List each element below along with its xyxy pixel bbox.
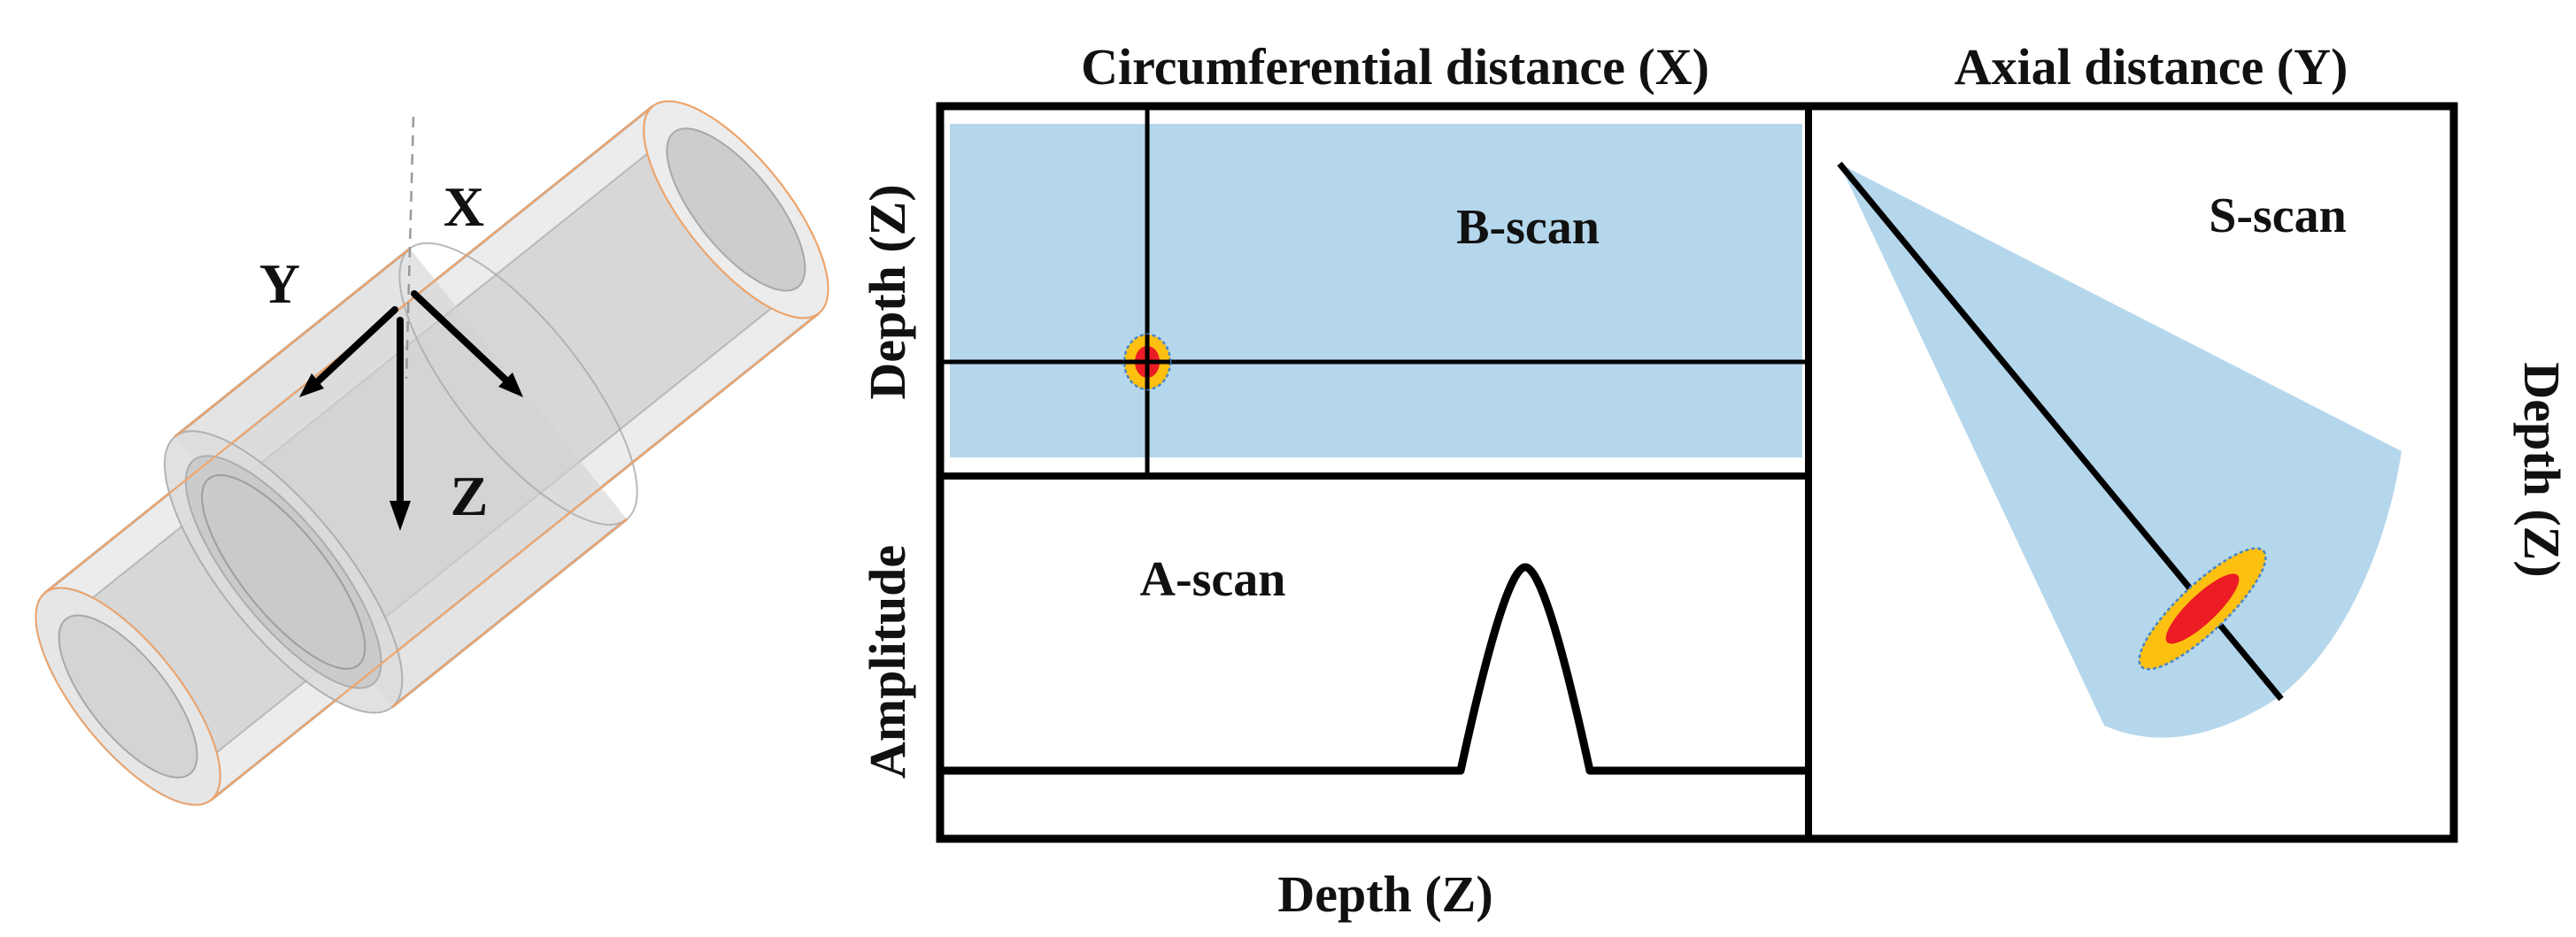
- wireframe-coupling-bottom: [391, 518, 628, 709]
- sscan-right-axis-label: Depth (Z): [2513, 362, 2571, 577]
- pipe-3d-model: X Y Z: [35, 100, 829, 806]
- sscan-label: S-scan: [2209, 188, 2347, 243]
- bscan-left-axis-label: Depth (Z): [859, 184, 916, 399]
- sscan-top-title: Axial distance (Y): [1955, 38, 2348, 96]
- x-axis-arrow: [411, 290, 510, 384]
- pipe-body-group: [35, 100, 829, 806]
- coupling-ring-inner: [201, 474, 366, 670]
- x-axis-arrowhead: [498, 372, 523, 397]
- z-axis-arrowhead: [389, 501, 411, 531]
- bscan-label: B-scan: [1456, 200, 1600, 255]
- wireframe-end-left: [35, 587, 221, 806]
- ascan-label: A-scan: [1140, 552, 1286, 607]
- sscan-defect-indication: [2138, 547, 2267, 671]
- ascan-signal-trace: [944, 563, 1805, 775]
- bscan-top-title: Circumferential distance (X): [1081, 38, 1709, 96]
- scan-display-diagram: Circumferential distance (X) Axial dista…: [859, 38, 2571, 923]
- pipe-end-bore-right: [666, 127, 806, 292]
- sscan-defect-inner: [2165, 573, 2240, 644]
- x-axis-label: X: [443, 175, 484, 238]
- bscan-blue-field: [950, 124, 1802, 457]
- bscan-defect-indication: [1122, 333, 1172, 391]
- y-axis-label: Y: [259, 252, 300, 315]
- pipe-end-bore-left: [58, 614, 198, 779]
- ascan-left-axis-label: Amplitude: [859, 545, 916, 779]
- wireframe-end-right: [643, 100, 829, 319]
- ascan-bottom-axis-label: Depth (Z): [1277, 865, 1492, 923]
- coupling-ring-middle: [184, 455, 382, 689]
- outer-frame: [936, 102, 2458, 843]
- z-axis-label: Z: [451, 465, 489, 527]
- y-axis-arrowhead: [299, 373, 324, 397]
- y-axis-arrow: [313, 306, 398, 386]
- sscan-sector-wedge: [1839, 164, 2402, 738]
- wireframe-edge-bottom: [210, 312, 820, 801]
- coordinate-arrows: X Y Z: [259, 175, 523, 531]
- wireframe-coupling-top: [174, 248, 411, 438]
- dashed-centerline: [405, 116, 415, 380]
